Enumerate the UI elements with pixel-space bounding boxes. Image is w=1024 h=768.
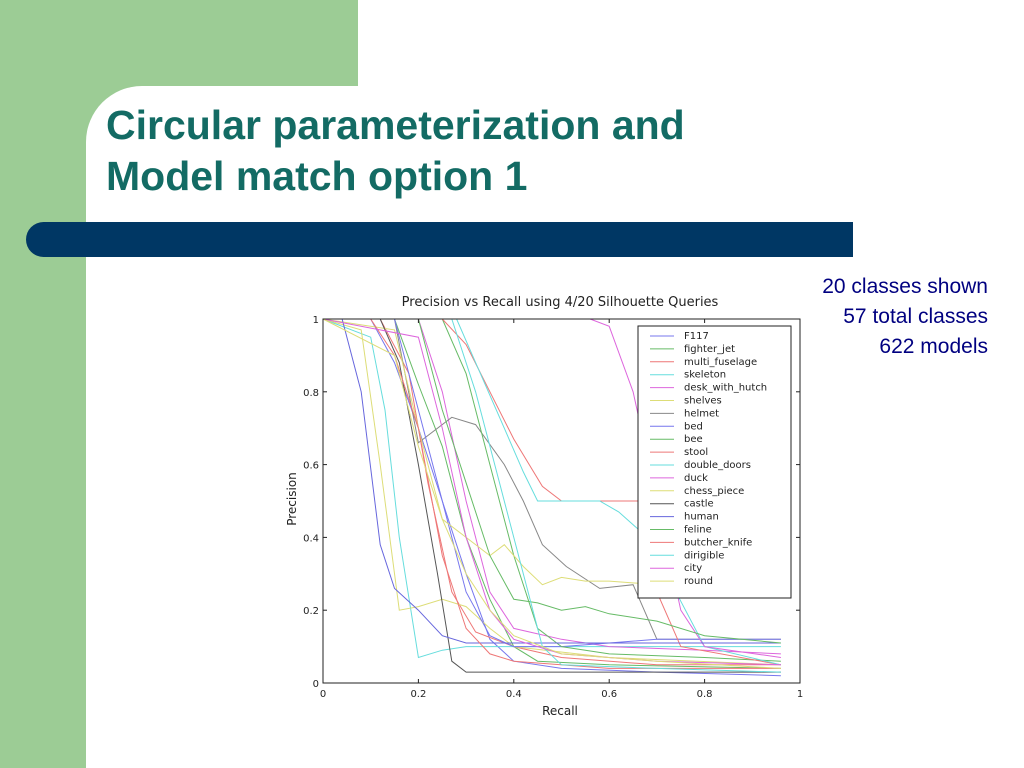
legend-label: bed <box>684 421 703 432</box>
series-line-bed <box>323 318 781 648</box>
legend-label: butcher_knife <box>684 537 752 548</box>
legend-label: castle <box>684 499 714 510</box>
x-tick-label: 0.8 <box>697 689 713 700</box>
series-line-human <box>323 318 781 644</box>
title-divider-bar <box>26 222 853 257</box>
legend-label: multi_fuselage <box>684 357 757 368</box>
series-line-chess-piece <box>322 318 781 586</box>
legend-box <box>637 325 792 599</box>
content-card <box>86 86 1024 768</box>
legend-label: stool <box>684 447 708 458</box>
series-line-multi-fuselage <box>323 318 781 666</box>
y-tick-label: 0.4 <box>303 533 319 544</box>
x-axis-label: Recall <box>542 704 578 718</box>
x-tick-label: 0.6 <box>601 689 617 700</box>
slide-title: Circular parameterization and Model matc… <box>106 100 866 202</box>
axis-ticks: 0 0.2 0.4 0.6 0.8 1 0 0.2 0.4 0.6 0.8 1 <box>303 315 803 700</box>
series-line-feline <box>323 318 781 644</box>
legend-label: feline <box>684 525 712 536</box>
legend-label: helmet <box>684 408 719 419</box>
legend-label: double_doors <box>684 460 751 471</box>
plot-frame <box>322 318 801 684</box>
stat-models: 622 models <box>879 335 988 358</box>
chart-title: Precision vs Recall using 4/20 Silhouett… <box>402 295 719 310</box>
precision-recall-chart: Precision vs Recall using 4/20 Silhouett… <box>285 295 803 718</box>
left-strip <box>0 0 86 768</box>
y-tick-label: 1 <box>313 315 319 326</box>
legend-label: skeleton <box>684 370 726 381</box>
stat-classes-shown: 20 classes shown <box>822 275 988 298</box>
legend-label: shelves <box>684 396 722 407</box>
title-line-1: Circular parameterization and <box>106 102 685 148</box>
series-line-dirigible <box>323 318 781 673</box>
legend-label: desk_with_hutch <box>684 383 767 394</box>
series-line-castle <box>323 318 781 673</box>
legend-label: bee <box>684 434 703 445</box>
stats-block: 20 classes shown 57 total classes 622 mo… <box>822 272 988 362</box>
legend-label: duck <box>684 473 708 484</box>
y-tick-label: 0.2 <box>303 606 319 617</box>
legend-label: dirigible <box>684 550 724 561</box>
series-line-desk-with-hutch <box>323 318 781 655</box>
legend-label: chess_piece <box>684 486 744 497</box>
legend-label: human <box>684 512 719 523</box>
title-line-2: Model match option 1 <box>106 153 528 199</box>
series-line-stool <box>323 318 781 666</box>
legend-label: F117 <box>684 331 709 342</box>
legend: F117 fighter_jet multi_fuselage skeleton des… <box>637 325 792 599</box>
y-axis-label: Precision <box>285 472 299 526</box>
legend-label: round <box>684 576 713 587</box>
y-tick-label: 0.6 <box>303 461 319 472</box>
series-line-helmet <box>323 318 781 640</box>
legend-label: city <box>684 563 702 574</box>
x-tick-label: 0.2 <box>410 689 426 700</box>
x-tick-label: 0 <box>320 689 326 700</box>
y-tick-label: 0.8 <box>303 388 319 399</box>
legend-label: fighter_jet <box>684 344 735 355</box>
series-line-round <box>322 318 781 669</box>
stat-total-classes: 57 total classes <box>843 305 988 328</box>
series-line-bee <box>323 318 781 662</box>
y-tick-label: 0 <box>313 679 319 690</box>
x-tick-label: 0.4 <box>506 689 522 700</box>
x-tick-label: 1 <box>797 689 803 700</box>
